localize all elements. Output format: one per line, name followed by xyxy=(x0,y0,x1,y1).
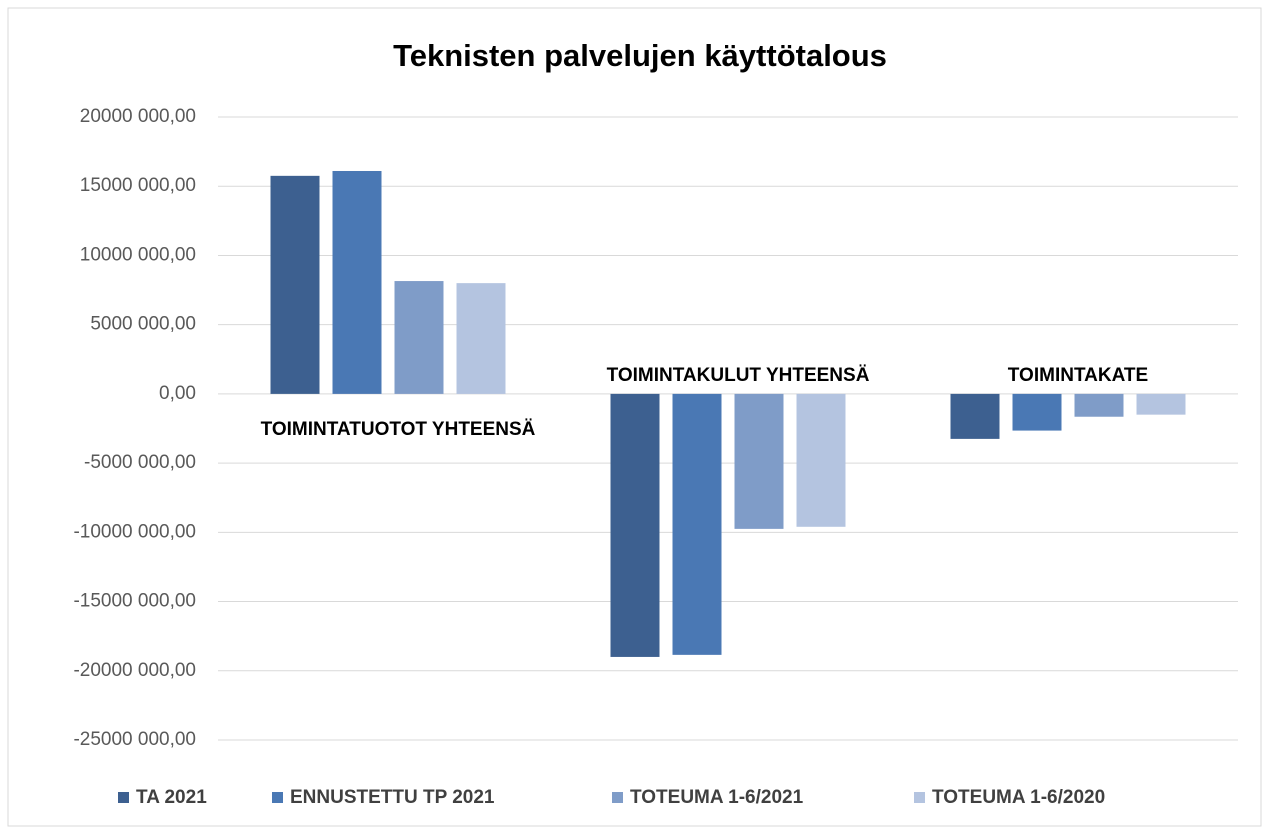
y-tick-label: -10000 000,00 xyxy=(73,521,196,542)
bar xyxy=(1074,393,1124,417)
y-tick-label: 10000 000,00 xyxy=(80,244,196,265)
bar xyxy=(734,393,784,529)
legend-label: TOTEUMA 1-6/2020 xyxy=(932,787,1105,808)
bar xyxy=(950,393,1000,439)
bar xyxy=(672,393,722,655)
bar xyxy=(332,170,382,394)
bar xyxy=(270,175,320,394)
category-label: TOIMINTAKATE xyxy=(1008,365,1148,386)
bar xyxy=(456,283,506,394)
y-tick-label: 15000 000,00 xyxy=(80,175,196,196)
bar xyxy=(1012,393,1062,431)
y-tick-label: -15000 000,00 xyxy=(73,591,196,612)
y-tick-label: 0,00 xyxy=(159,383,196,404)
y-tick-label: -20000 000,00 xyxy=(73,660,196,681)
y-tick-label: 20000 000,00 xyxy=(80,106,196,127)
legend-swatch xyxy=(118,792,129,803)
y-tick-label: -5000 000,00 xyxy=(84,452,196,473)
y-tick-label: -25000 000,00 xyxy=(73,729,196,750)
legend-swatch xyxy=(272,792,283,803)
chart-title: Teknisten palvelujen käyttötalous xyxy=(393,38,887,73)
bar xyxy=(1136,393,1186,415)
legend-swatch xyxy=(914,792,925,803)
legend-label: TA 2021 xyxy=(136,787,207,808)
bar xyxy=(394,281,444,394)
category-label: TOIMINTATUOTOT YHTEENSÄ xyxy=(261,419,536,440)
legend-label: ENNUSTETTU TP 2021 xyxy=(290,787,495,808)
category-label: TOIMINTAKULUT YHTEENSÄ xyxy=(607,365,870,386)
y-tick-label: 5000 000,00 xyxy=(90,314,196,335)
bar xyxy=(796,393,846,527)
bar xyxy=(610,393,660,657)
legend-swatch xyxy=(612,792,623,803)
legend-label: TOTEUMA 1-6/2021 xyxy=(630,787,804,808)
